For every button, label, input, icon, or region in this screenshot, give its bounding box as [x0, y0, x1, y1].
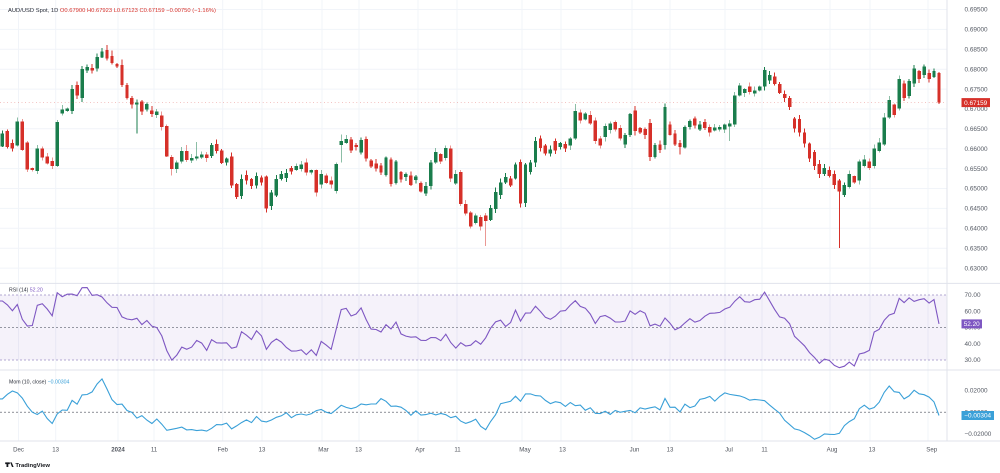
svg-text:0.65000: 0.65000 [965, 186, 989, 193]
svg-text:13: 13 [52, 447, 59, 454]
svg-text:0.67500: 0.67500 [965, 86, 989, 93]
svg-text:Dec: Dec [13, 447, 24, 454]
svg-text:Jun: Jun [630, 447, 640, 454]
svg-text:RSI (14) 52.20: RSI (14) 52.20 [9, 288, 43, 294]
svg-text:13: 13 [355, 447, 362, 454]
svg-text:Apr: Apr [415, 447, 424, 454]
svg-text:13: 13 [559, 447, 566, 454]
svg-text:0.64500: 0.64500 [965, 206, 989, 213]
svg-text:2024: 2024 [111, 447, 125, 454]
svg-text:60.00: 60.00 [965, 308, 981, 315]
svg-text:0.69000: 0.69000 [965, 27, 989, 34]
svg-text:40.00: 40.00 [965, 341, 981, 348]
svg-text:0.63000: 0.63000 [965, 265, 989, 272]
svg-text:52.20: 52.20 [964, 321, 980, 328]
svg-text:0.67159: 0.67159 [964, 100, 988, 107]
svg-text:0.65500: 0.65500 [965, 166, 989, 173]
svg-text:11: 11 [454, 447, 461, 454]
svg-text:13: 13 [667, 447, 674, 454]
svg-text:Mom (10, close) −0.00304: Mom (10, close) −0.00304 [9, 380, 70, 386]
svg-text:11: 11 [761, 447, 768, 454]
svg-text:Feb: Feb [217, 447, 228, 454]
svg-text:0.68000: 0.68000 [965, 66, 989, 73]
svg-text:0.67000: 0.67000 [965, 106, 989, 113]
svg-text:Mar: Mar [318, 447, 329, 454]
svg-text:0.02000: 0.02000 [965, 388, 989, 395]
svg-text:30.00: 30.00 [965, 357, 981, 364]
svg-text:Sep: Sep [926, 447, 937, 454]
svg-text:11: 11 [151, 447, 158, 454]
svg-text:Jul: Jul [725, 447, 733, 454]
svg-text:0.63500: 0.63500 [965, 245, 989, 252]
svg-text:Aug: Aug [827, 447, 838, 454]
svg-text:May: May [519, 447, 531, 454]
svg-text:0.64000: 0.64000 [965, 226, 989, 233]
svg-text:TradingView: TradingView [15, 463, 50, 469]
svg-text:AUD/USD Spot, 1D O0.67900 H0.6: AUD/USD Spot, 1D O0.67900 H0.67923 L0.67… [8, 8, 216, 14]
svg-text:13: 13 [259, 447, 266, 454]
svg-text:−0.00304: −0.00304 [964, 413, 991, 420]
svg-text:0.66000: 0.66000 [965, 146, 989, 153]
svg-text:0.69500: 0.69500 [965, 7, 989, 14]
svg-text:−0.02000: −0.02000 [965, 431, 992, 438]
svg-text:0.66500: 0.66500 [965, 126, 989, 133]
svg-text:13: 13 [869, 447, 876, 454]
svg-text:0.68500: 0.68500 [965, 47, 989, 54]
svg-text:70.00: 70.00 [965, 292, 981, 299]
